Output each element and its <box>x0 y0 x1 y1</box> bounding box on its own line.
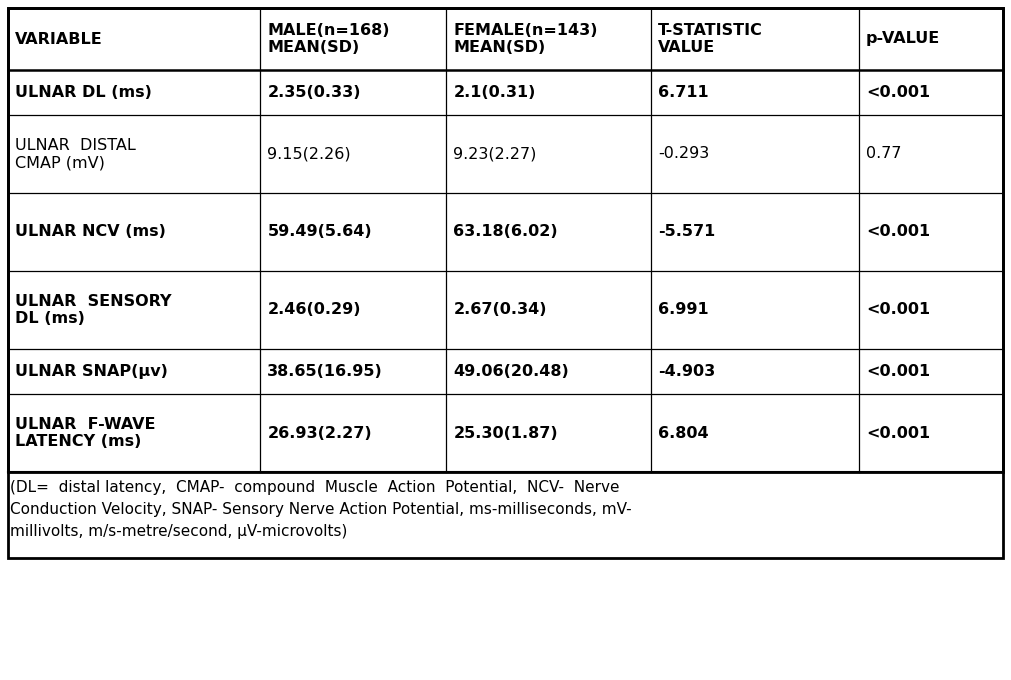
Text: 25.30(1.87): 25.30(1.87) <box>453 426 558 441</box>
Text: 9.23(2.27): 9.23(2.27) <box>453 146 537 162</box>
Text: ULNAR NCV (ms): ULNAR NCV (ms) <box>15 224 166 239</box>
Text: 2.67(0.34): 2.67(0.34) <box>453 303 547 318</box>
Text: Conduction Velocity, SNAP- Sensory Nerve Action Potential, ms-milliseconds, mV-: Conduction Velocity, SNAP- Sensory Nerve… <box>10 502 632 517</box>
Text: 2.1(0.31): 2.1(0.31) <box>453 85 536 100</box>
Text: 26.93(2.27): 26.93(2.27) <box>267 426 372 441</box>
Text: -5.571: -5.571 <box>658 224 716 239</box>
Text: 49.06(20.48): 49.06(20.48) <box>453 364 569 379</box>
Text: millivolts, m/s-metre/second, μV-microvolts): millivolts, m/s-metre/second, μV-microvo… <box>10 524 348 539</box>
Text: -4.903: -4.903 <box>658 364 716 379</box>
Bar <box>8 8 1003 558</box>
Text: <0.001: <0.001 <box>866 224 930 239</box>
Text: 59.49(5.64): 59.49(5.64) <box>267 224 372 239</box>
Text: (DL=  distal latency,  CMAP-  compound  Muscle  Action  Potential,  NCV-  Nerve: (DL= distal latency, CMAP- compound Musc… <box>10 480 620 495</box>
Text: 6.711: 6.711 <box>658 85 709 100</box>
Text: <0.001: <0.001 <box>866 303 930 318</box>
Text: p-VALUE: p-VALUE <box>866 31 940 46</box>
Text: 63.18(6.02): 63.18(6.02) <box>453 224 558 239</box>
Text: <0.001: <0.001 <box>866 85 930 100</box>
Text: ULNAR  F-WAVE
LATENCY (ms): ULNAR F-WAVE LATENCY (ms) <box>15 417 156 449</box>
Text: <0.001: <0.001 <box>866 364 930 379</box>
Text: FEMALE(n=143)
MEAN(SD): FEMALE(n=143) MEAN(SD) <box>453 23 598 55</box>
Text: 9.15(2.26): 9.15(2.26) <box>267 146 351 162</box>
Text: -0.293: -0.293 <box>658 146 710 162</box>
Text: 38.65(16.95): 38.65(16.95) <box>267 364 383 379</box>
Text: MALE(n=168)
MEAN(SD): MALE(n=168) MEAN(SD) <box>267 23 390 55</box>
Text: VARIABLE: VARIABLE <box>15 31 103 46</box>
Text: ULNAR SNAP(μv): ULNAR SNAP(μv) <box>15 364 168 379</box>
Bar <box>8 8 1003 472</box>
Text: T-STATISTIC
VALUE: T-STATISTIC VALUE <box>658 23 763 55</box>
Text: ULNAR  SENSORY
DL (ms): ULNAR SENSORY DL (ms) <box>15 294 172 326</box>
Text: 2.35(0.33): 2.35(0.33) <box>267 85 361 100</box>
Text: ULNAR  DISTAL
CMAP (mV): ULNAR DISTAL CMAP (mV) <box>15 138 135 170</box>
Text: 2.46(0.29): 2.46(0.29) <box>267 303 361 318</box>
Text: 6.991: 6.991 <box>658 303 709 318</box>
Text: 6.804: 6.804 <box>658 426 709 441</box>
Text: ULNAR DL (ms): ULNAR DL (ms) <box>15 85 152 100</box>
Text: 0.77: 0.77 <box>866 146 902 162</box>
Text: <0.001: <0.001 <box>866 426 930 441</box>
